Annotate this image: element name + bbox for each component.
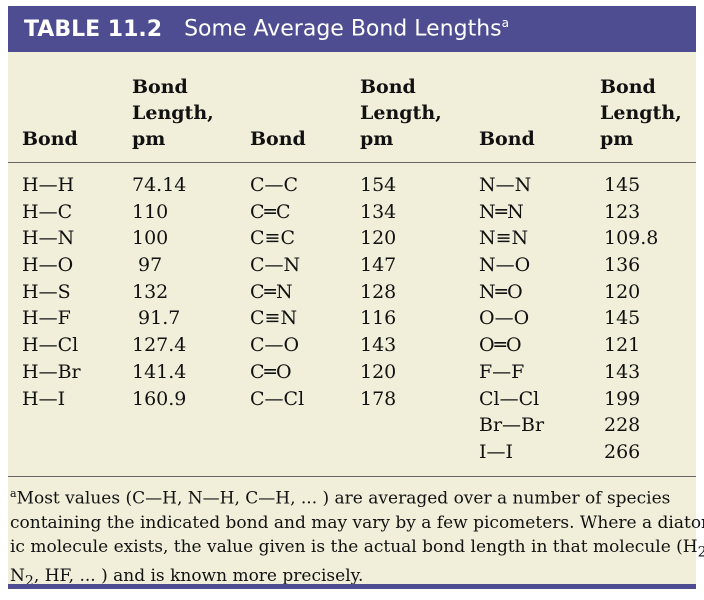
bond-cell: I—I xyxy=(479,440,514,463)
length-cell: 100 xyxy=(132,227,169,250)
bond-cell: H—F xyxy=(22,307,71,330)
title-footnote-marker: a xyxy=(501,16,509,31)
length-column-2: 154 134 120 147 128 116 143 120 178 xyxy=(360,172,396,412)
bond-cell: C—Cl xyxy=(250,387,305,410)
footnote-line-3-sub: 2 xyxy=(697,544,704,561)
bond-cell: O═O xyxy=(479,334,522,357)
length-cell: 141.4 xyxy=(132,360,187,383)
footnote-line-4-end: , HF, ... ) and is known more precisely. xyxy=(33,566,364,587)
length-cell: 109.8 xyxy=(604,227,659,250)
bond-cell: N═N xyxy=(479,200,524,223)
length-cell: 199 xyxy=(604,387,641,410)
bond-cell: C═O xyxy=(250,360,292,383)
bond-cell: H—H xyxy=(22,174,75,196)
length-cell: 120 xyxy=(360,227,397,250)
bond-cell: C═N xyxy=(250,280,293,303)
bond-cell: N≡N xyxy=(479,227,529,250)
footnote-rule xyxy=(8,476,696,477)
length-column-1: 74.14 110 100 97 132 91.7 127.4 141.4 160.9 xyxy=(132,172,186,412)
bond-cell: F—F xyxy=(479,360,525,383)
bond-cell: H—Br xyxy=(22,360,81,383)
length-cell: 160.9 xyxy=(132,387,187,410)
bond-cell: Cl—Cl xyxy=(479,387,540,410)
length-cell: 228 xyxy=(604,414,641,437)
footnote-line-1: Most values (C—H, N—H, C—H, ... ) are av… xyxy=(16,488,671,509)
table-title-text: Some Average Bond Lengths xyxy=(184,16,502,42)
table-footnote: aMost values (C—H, N—H, C—H, ... ) are a… xyxy=(8,476,704,589)
col-header-length-2: Bond Length, pm xyxy=(360,76,442,150)
footnote-line-3: ic molecule exists, the value given is t… xyxy=(10,536,698,557)
length-cell: 154 xyxy=(360,174,397,196)
col-header-length-1: Bond Length, pm xyxy=(132,76,214,150)
col-header-length-3: Bond Length, pm xyxy=(600,76,682,150)
length-cell: 74.14 xyxy=(132,174,187,196)
col-header-bond-1: Bond xyxy=(22,128,78,150)
table-header: TABLE 11.2 Some Average Bond Lengthsa xyxy=(8,6,696,52)
bond-cell: C═C xyxy=(250,200,291,223)
bond-column-1: H—H H—C H—N H—O H—S H—F H—Cl H—Br H—I xyxy=(22,172,81,412)
bond-cell: N═O xyxy=(479,280,523,303)
length-cell: 145 xyxy=(604,174,641,196)
bottom-bar xyxy=(8,584,696,589)
col-header-bond-3: Bond xyxy=(479,128,535,150)
length-cell: 136 xyxy=(604,254,641,277)
length-cell: 128 xyxy=(360,280,397,303)
bond-cell: N—N xyxy=(479,174,532,196)
bond-cell: H—O xyxy=(22,254,74,277)
length-cell: 147 xyxy=(360,254,397,277)
footnote-line-4: N xyxy=(10,566,25,587)
table-number: TABLE 11.2 xyxy=(24,16,163,42)
bond-cell: C≡N xyxy=(250,307,298,330)
bond-cell: H—S xyxy=(22,280,71,303)
bond-column-2: C—C C═C C≡C C—N C═N C≡N C—O C═O C—Cl xyxy=(250,172,304,412)
length-cell: 143 xyxy=(604,360,641,383)
footnote-marker: a xyxy=(10,487,17,500)
bond-cell: Br—Br xyxy=(479,414,545,437)
table-title: Some Average Bond Lengthsa xyxy=(184,16,509,41)
length-cell: 120 xyxy=(604,280,641,303)
bond-cell: C≡C xyxy=(250,227,295,250)
bond-cell: N—O xyxy=(479,254,531,277)
length-cell: 127.4 xyxy=(132,334,187,357)
col-header-bond-2: Bond xyxy=(250,128,306,150)
footnote-text: aMost values (C—H, N—H, C—H, ... ) are a… xyxy=(10,482,704,593)
length-cell: 116 xyxy=(360,307,397,330)
header-rule xyxy=(8,162,696,163)
table-body: Bond Bond Length, pm Bond Bond Length, p… xyxy=(8,52,696,476)
length-cell: 145 xyxy=(604,307,641,330)
footnote-line-4-sub: 2 xyxy=(24,573,34,590)
length-cell: 132 xyxy=(132,280,169,303)
length-cell: 143 xyxy=(360,334,397,357)
bond-cell: H—Cl xyxy=(22,334,79,357)
bond-cell: O—O xyxy=(479,307,530,330)
bond-cell: C—C xyxy=(250,174,299,196)
bond-cell: H—C xyxy=(22,200,73,223)
bond-cell: H—N xyxy=(22,227,75,250)
length-cell: 134 xyxy=(360,200,397,223)
length-cell: 91.7 xyxy=(132,307,181,330)
bond-cell: C—O xyxy=(250,334,300,357)
length-cell: 110 xyxy=(132,200,169,223)
bond-cell: H—I xyxy=(22,387,66,410)
length-cell: 123 xyxy=(604,200,641,223)
footnote-line-2: containing the indicated bond and may va… xyxy=(10,512,704,533)
length-column-3: 145 123 109.8 136 120 145 121 143 199 228 266 xyxy=(604,172,658,466)
length-cell: 120 xyxy=(360,360,397,383)
bond-column-3: N—N N═N N≡N N—O N═O O—O O═O F—F Cl—Cl Br—Br I—I xyxy=(479,172,544,466)
bond-cell: C—N xyxy=(250,254,301,277)
length-cell: 266 xyxy=(604,440,641,463)
length-cell: 121 xyxy=(604,334,641,357)
length-cell: 97 xyxy=(132,254,163,277)
length-cell: 178 xyxy=(360,387,397,410)
